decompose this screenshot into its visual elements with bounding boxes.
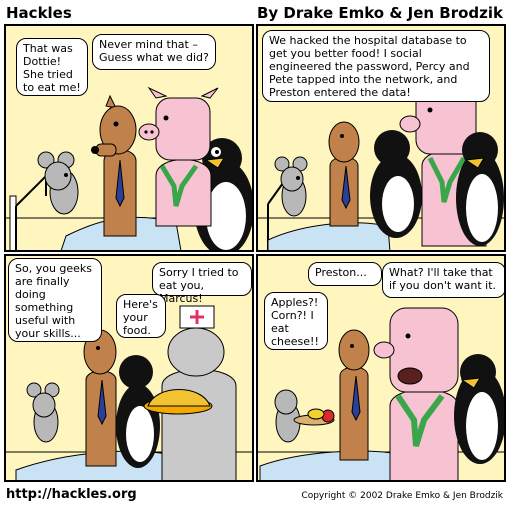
speech-bubble: So, you geeks are finally doing somethin… — [8, 258, 102, 342]
panel-3: So, you geeks are finally doing somethin… — [4, 254, 254, 482]
speech-bubble: Never mind that – Guess what we did? — [92, 34, 216, 70]
penguin-character — [454, 354, 504, 464]
speech-bubble: What? I'll take that if you don't want i… — [382, 262, 504, 298]
speech-bubble: Preston... — [308, 262, 382, 286]
comic-credits: By Drake Emko & Jen Brodzik — [256, 4, 503, 22]
mouse-character — [274, 389, 301, 443]
copyright-text: Copyright © 2002 Drake Emko & Jen Brodzi… — [301, 491, 503, 501]
panel-1: That was Dottie! She tried to eat me! Ne… — [4, 24, 254, 252]
speech-bubble: Sorry I tried to eat you, Marcus! — [152, 262, 252, 305]
panel-4: Preston... What? I'll take that if you d… — [256, 254, 506, 482]
mouse-character — [37, 151, 79, 215]
panel-1-scene — [6, 86, 252, 250]
penguin-character — [370, 130, 422, 238]
mouse-character — [274, 156, 308, 217]
speech-bubble: Apples?! Corn?! I eat cheese!! — [264, 292, 328, 350]
comic-title: Hackles — [6, 4, 72, 22]
corn — [307, 408, 325, 420]
mouse-character — [26, 382, 60, 443]
dog-character — [83, 329, 117, 467]
panel-4-scene — [258, 307, 504, 480]
cat-nurse-character — [143, 305, 237, 480]
dog-character — [91, 94, 137, 237]
panel-2: We hacked the hospital database to get y… — [256, 24, 506, 252]
panel-2-scene — [258, 87, 504, 250]
pig-character — [138, 86, 219, 227]
penguin-character-front — [456, 132, 504, 246]
blanket — [259, 450, 411, 480]
blanket — [267, 222, 391, 250]
food-tray — [293, 408, 335, 426]
speech-bubble: Here's your food. — [116, 294, 166, 338]
speech-bubble: We hacked the hospital database to get y… — [262, 30, 490, 102]
dog-character — [328, 121, 360, 227]
speech-bubble: That was Dottie! She tried to eat me! — [16, 38, 88, 96]
dog-character — [338, 329, 370, 461]
site-url: http://hackles.org — [6, 487, 137, 502]
